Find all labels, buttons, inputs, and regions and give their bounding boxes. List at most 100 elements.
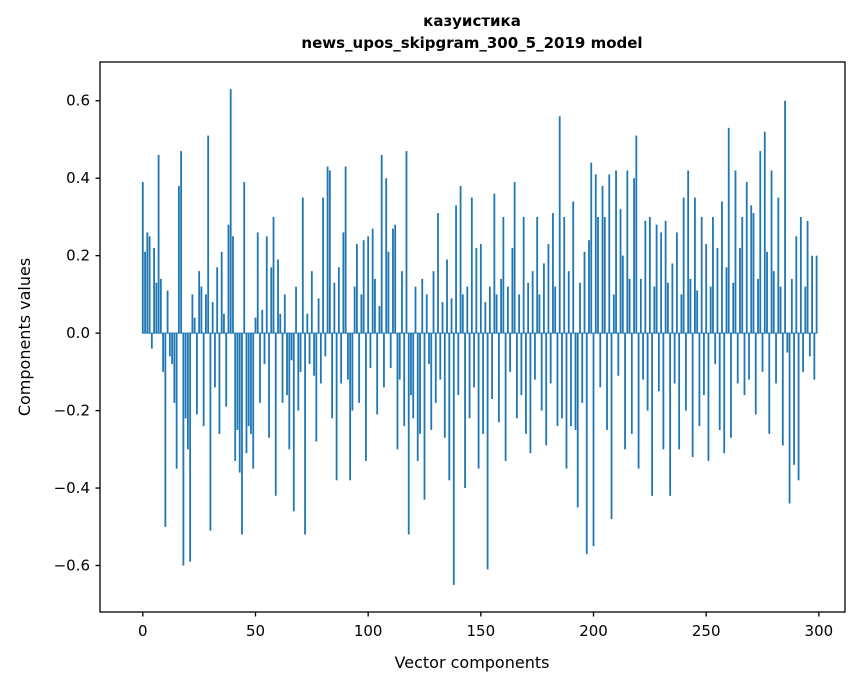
bar — [374, 278, 376, 334]
bar — [306, 313, 309, 334]
bar — [259, 333, 261, 403]
bar — [680, 294, 683, 334]
bar — [815, 255, 818, 334]
bar — [646, 333, 649, 411]
bar — [182, 333, 185, 566]
bar — [750, 205, 753, 334]
bar — [378, 306, 381, 334]
bar — [286, 333, 288, 396]
bar — [416, 333, 419, 461]
bar — [529, 333, 532, 454]
bar — [317, 298, 320, 334]
bar — [790, 278, 793, 334]
bar — [657, 333, 660, 392]
bar — [315, 333, 318, 442]
bar — [452, 333, 455, 585]
bar — [486, 333, 489, 570]
bar — [313, 333, 315, 376]
bar — [633, 178, 635, 334]
bar — [308, 333, 311, 365]
bar — [234, 333, 237, 461]
bar — [419, 333, 421, 434]
bar — [232, 236, 234, 334]
bar — [243, 182, 246, 334]
bar — [515, 333, 518, 419]
bar — [811, 255, 813, 334]
y-tick-label: −0.4 — [54, 479, 90, 497]
bar — [367, 236, 370, 334]
bar — [497, 333, 500, 423]
bar — [716, 247, 719, 334]
x-tick-label: 300 — [805, 622, 834, 640]
bar — [394, 224, 397, 334]
bar — [788, 333, 791, 504]
bar — [218, 333, 221, 434]
bar — [146, 232, 149, 334]
bar — [272, 216, 275, 334]
bar — [385, 178, 388, 334]
bar — [324, 333, 327, 357]
bar — [502, 216, 505, 334]
bar — [754, 333, 757, 415]
x-tick-label: 150 — [467, 622, 496, 640]
x-tick-label: 0 — [138, 622, 148, 640]
bar — [628, 278, 631, 334]
bar — [353, 286, 356, 334]
bar — [319, 333, 322, 384]
y-tick-label: 0.4 — [66, 169, 90, 187]
bar — [157, 154, 160, 334]
bar — [162, 333, 164, 372]
bar — [470, 197, 473, 334]
bar — [392, 228, 394, 334]
bar — [214, 333, 216, 388]
bar — [648, 216, 651, 334]
bar — [351, 333, 354, 411]
bar — [349, 333, 352, 481]
bar — [689, 278, 692, 334]
bar — [721, 201, 723, 334]
bar — [712, 216, 714, 334]
bar — [211, 302, 214, 334]
y-tick-label: 0.0 — [66, 324, 90, 342]
bar — [229, 89, 232, 334]
bar — [709, 286, 712, 334]
x-tick-label: 250 — [692, 622, 721, 640]
bar — [186, 333, 189, 450]
bar — [335, 333, 338, 481]
bar — [428, 333, 430, 365]
bar — [389, 333, 392, 368]
bar — [155, 282, 158, 334]
bar — [520, 333, 523, 396]
chart-title: казуистика — [423, 12, 521, 30]
bar — [808, 333, 811, 357]
bar — [558, 116, 561, 334]
bar — [675, 232, 678, 334]
y-tick-label: 0.6 — [66, 92, 90, 110]
bar — [346, 333, 349, 380]
bar — [356, 244, 358, 334]
bar — [603, 216, 606, 334]
bar — [727, 127, 730, 334]
bar — [493, 193, 496, 334]
bar — [245, 333, 248, 454]
bar — [383, 333, 385, 388]
bar — [804, 286, 807, 334]
bar — [196, 333, 198, 415]
bar — [581, 333, 584, 403]
bar — [173, 333, 176, 403]
bar — [590, 162, 593, 334]
bar — [653, 286, 656, 334]
bar — [707, 333, 710, 461]
bar — [274, 333, 277, 496]
bar — [238, 333, 241, 473]
bar — [696, 290, 699, 334]
bar — [457, 333, 460, 396]
bars-series — [141, 89, 818, 585]
bar — [387, 251, 390, 334]
bar — [247, 333, 250, 427]
bar — [202, 333, 205, 427]
bar — [799, 216, 802, 334]
bar — [398, 333, 401, 380]
bar — [775, 333, 777, 384]
